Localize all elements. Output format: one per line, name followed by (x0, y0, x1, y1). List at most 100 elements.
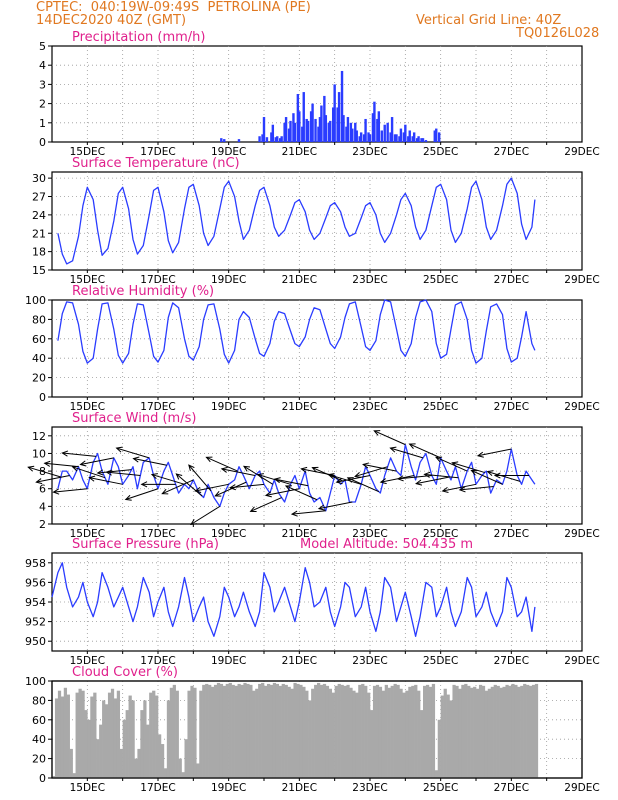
cloud-cover-bar (529, 685, 533, 778)
cloud-cover-bar (481, 685, 486, 778)
cloud-cover-bar (526, 684, 530, 778)
wind-arrow (190, 505, 221, 525)
x-tick-label: 21DEC (282, 401, 317, 413)
panel-title: Relative Humidity (%) (72, 284, 214, 299)
run-datetime: 14DEC2020 40Z (GMT) (36, 13, 187, 28)
precip-bar (367, 132, 370, 142)
x-tick-label: 25DEC (423, 401, 458, 413)
precip-bar (368, 134, 372, 142)
precip-bar (386, 122, 389, 142)
x-tick-label: 23DEC (352, 401, 387, 413)
cloud-cover-bar (531, 684, 536, 778)
x-tick-label: 17DEC (140, 528, 175, 540)
x-tick-label: 15DEC (70, 274, 105, 286)
cloud-cover-bar (523, 683, 527, 778)
cloud-cover-bar (428, 686, 433, 778)
precip-bar (371, 113, 375, 142)
wind-arrow (487, 471, 521, 482)
wind-arrow (116, 447, 150, 459)
cloud-cover-bar (493, 684, 497, 778)
precip-bar (383, 124, 386, 142)
wind-arrow-head (327, 473, 335, 479)
cloud-cover-bar (143, 700, 147, 778)
cloud-cover-bar (57, 690, 62, 778)
wind-arrow-head (389, 446, 397, 453)
precip-bar (301, 126, 304, 142)
precip-bar (337, 92, 341, 142)
wind-arrow-head (188, 464, 195, 472)
wind-arrow (452, 462, 485, 474)
wind-arrow-head (124, 494, 132, 501)
precip-bar (420, 138, 423, 142)
precip-bar (314, 118, 317, 142)
cloud-cover-bar (252, 690, 256, 778)
wind-arrow-head (379, 478, 387, 485)
cloud-cover-bar (490, 686, 494, 778)
cloud-cover-bar (275, 683, 280, 778)
y-tick-label: 20 (32, 372, 46, 385)
wind-arrow (36, 475, 70, 483)
series-line (57, 443, 536, 512)
precip-bar (377, 111, 381, 142)
wind-arrow-head (132, 456, 140, 463)
cloud-cover-bar (437, 719, 441, 778)
y-tick-label: 6 (39, 483, 46, 496)
precip-bar (402, 132, 406, 142)
cloud-cover-bar (152, 690, 156, 778)
precip-bar (351, 128, 354, 142)
cloud-cover-bar (110, 688, 115, 778)
wind-arrow-head (220, 466, 228, 473)
wind-arrow (397, 475, 432, 480)
precip-bar (435, 128, 438, 142)
precip-bar (276, 136, 279, 142)
wind-arrow-head (35, 478, 43, 485)
y-tick-label: 80 (32, 694, 46, 707)
y-tick-label: 100 (25, 675, 46, 688)
cloud-cover-bar (269, 684, 274, 778)
precip-bar (323, 95, 326, 142)
panel-4: 2468101215DEC17DEC19DEC21DEC23DEC25DEC27… (27, 411, 600, 540)
wind-arrow-head (317, 504, 325, 511)
x-tick-label: 29DEC (564, 146, 599, 158)
x-tick-label: 21DEC (282, 782, 317, 794)
x-tick-label: 21DEC (282, 274, 317, 286)
cloud-cover-bar (343, 685, 347, 778)
cloud-cover-bar (372, 685, 377, 778)
cloud-cover-bar (243, 682, 247, 778)
cloud-cover-bar (461, 684, 465, 778)
cloud-cover-bar (346, 684, 350, 778)
x-tick-label: 29DEC (564, 655, 599, 667)
cloud-cover-bar (417, 690, 421, 778)
precip-bar (336, 107, 339, 142)
wind-arrow (89, 477, 123, 485)
x-tick-label: 23DEC (352, 146, 387, 158)
cloud-cover-bar (75, 692, 79, 778)
x-tick-label: 25DEC (423, 782, 458, 794)
cloud-cover-bar (384, 684, 388, 778)
precip-bar (331, 107, 335, 142)
wind-arrow (206, 456, 238, 472)
cloud-cover-bar (443, 688, 447, 778)
cloud-cover-bar (190, 685, 194, 778)
y-tick-label: 21 (32, 227, 46, 240)
precip-bar (415, 138, 419, 142)
y-tick-label: 3 (39, 78, 46, 91)
precip-bar (324, 115, 328, 142)
precip-bar (407, 136, 410, 142)
wind-arrow-head (311, 466, 319, 473)
y-tick-label: 20 (32, 753, 46, 766)
cloud-cover-bar (205, 683, 209, 778)
cloud-cover-bar (196, 763, 200, 778)
x-tick-label: 17DEC (140, 274, 175, 286)
precip-bar (398, 136, 401, 142)
wind-arrow (215, 481, 247, 497)
wind-arrow-head (88, 475, 96, 482)
cloud-cover-bar (473, 686, 477, 778)
cloud-cover-bar (160, 744, 165, 778)
series-line (57, 299, 536, 364)
precip-bar (302, 92, 305, 142)
cloud-cover-bar (375, 684, 380, 778)
x-tick-label: 23DEC (352, 782, 387, 794)
cloud-cover-bar (172, 684, 176, 778)
precip-bar (265, 137, 269, 142)
